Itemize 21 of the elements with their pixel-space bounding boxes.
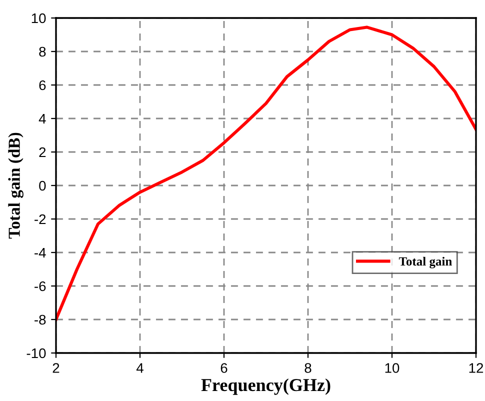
x-axis-title: Frequency(GHz) <box>201 378 330 395</box>
y-tick-label: 8 <box>39 46 46 57</box>
y-tick-label: -6 <box>34 281 46 292</box>
x-tick-label: 12 <box>469 363 484 373</box>
y-tick-label: 6 <box>39 80 46 90</box>
x-tick-label: 6 <box>220 363 228 373</box>
x-tick-label: 4 <box>136 363 144 373</box>
legend-label: Total gain <box>398 256 452 268</box>
y-tick-label: 4 <box>38 114 46 124</box>
x-tick-label: 8 <box>304 363 312 373</box>
line-series <box>56 26 476 322</box>
x-tick-label: 2 <box>52 363 60 373</box>
y-tick-label: -4 <box>34 248 46 258</box>
y-tick-label: 0 <box>39 180 46 191</box>
y-tick-label: -8 <box>34 314 46 325</box>
y-tick-label: 2 <box>39 147 46 158</box>
y-tick-label: 10 <box>32 13 46 24</box>
x-tick-label: 10 <box>385 363 400 373</box>
y-tick-label: -10 <box>26 348 46 358</box>
y-tick-label: -2 <box>34 214 46 224</box>
y-axis-title: Total gain (dB) <box>8 132 24 239</box>
